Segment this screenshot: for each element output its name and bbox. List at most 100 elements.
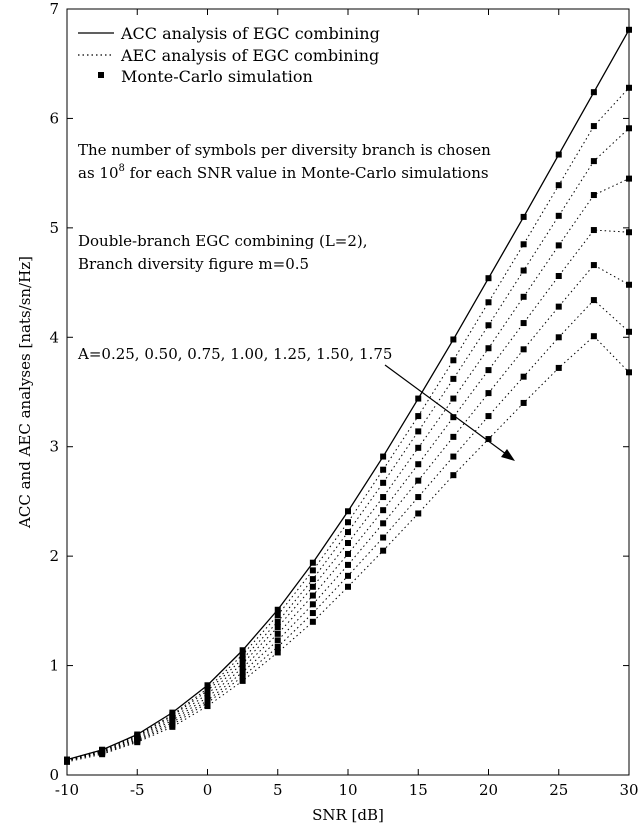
mc-marker bbox=[239, 656, 246, 663]
mc-marker bbox=[450, 395, 457, 402]
mc-marker bbox=[345, 572, 351, 579]
mc-marker bbox=[485, 436, 492, 443]
x-tick-label: 25 bbox=[549, 781, 568, 799]
plot-frame bbox=[66, 8, 630, 776]
mc-marker bbox=[520, 320, 527, 327]
symbols-note-sup: 8 bbox=[119, 163, 125, 174]
mc-marker bbox=[590, 158, 597, 165]
mc-marker bbox=[590, 333, 597, 340]
mc-marker bbox=[134, 739, 141, 746]
mc-marker bbox=[520, 399, 527, 406]
mc-marker bbox=[626, 281, 632, 288]
mc-marker bbox=[590, 89, 597, 96]
mc-marker bbox=[520, 346, 527, 353]
acc-curve bbox=[66, 29, 630, 761]
y-tick-label: 5 bbox=[49, 219, 59, 237]
mc-marker bbox=[520, 213, 527, 220]
legend-acc-label: ACC analysis of EGC combining bbox=[120, 24, 380, 43]
mc-marker bbox=[345, 519, 351, 526]
y-tick-label: 7 bbox=[49, 0, 59, 18]
symbols-note-post: for each SNR value in Monte-Carlo simula… bbox=[125, 164, 489, 182]
mc-marker bbox=[590, 262, 597, 269]
y-tick-label: 2 bbox=[49, 547, 59, 565]
mc-marker bbox=[485, 345, 492, 352]
symbols-note-line1: The number of symbols per diversity bran… bbox=[78, 141, 491, 159]
legend-mc-swatch bbox=[98, 72, 104, 78]
symbols-note-line2: as 108 for each SNR value in Monte-Carlo… bbox=[78, 163, 489, 182]
symbols-note-pre: as 10 bbox=[78, 164, 119, 182]
y-tick-label: 3 bbox=[49, 438, 59, 456]
mc-marker bbox=[345, 508, 351, 515]
mc-marker bbox=[520, 293, 527, 300]
x-tick-label: -5 bbox=[130, 781, 145, 799]
mc-marker bbox=[485, 322, 492, 329]
mc-marker bbox=[626, 369, 632, 376]
mc-marker bbox=[380, 507, 387, 514]
mc-marker bbox=[239, 669, 246, 676]
mc-marker bbox=[239, 664, 246, 671]
mc-marker bbox=[485, 413, 492, 420]
aec-curve bbox=[66, 335, 630, 763]
mc-marker bbox=[345, 583, 351, 590]
legend: ACC analysis of EGC combining AEC analys… bbox=[78, 24, 380, 86]
legend-aec-label: AEC analysis of EGC combining bbox=[120, 46, 379, 65]
mc-marker bbox=[450, 472, 457, 479]
y-tick-label: 1 bbox=[49, 657, 59, 675]
mc-marker bbox=[309, 583, 316, 590]
mc-marker bbox=[626, 26, 632, 33]
curves bbox=[66, 29, 630, 763]
mc-marker bbox=[239, 673, 246, 680]
x-tick-label: 10 bbox=[338, 781, 357, 799]
mc-marker bbox=[520, 267, 527, 274]
mc-marker bbox=[450, 433, 457, 440]
mc-marker bbox=[555, 364, 562, 371]
mc-marker bbox=[309, 592, 316, 599]
plot-area bbox=[66, 8, 630, 776]
mc-marker bbox=[590, 227, 597, 234]
x-tick-label: -10 bbox=[55, 781, 79, 799]
x-tick-label: 30 bbox=[619, 781, 638, 799]
mc-marker bbox=[274, 612, 281, 619]
mc-marker bbox=[450, 375, 457, 382]
mc-marker bbox=[450, 357, 457, 364]
mc-marker bbox=[555, 212, 562, 219]
mc-marker bbox=[555, 182, 562, 189]
x-tick-label: 15 bbox=[409, 781, 428, 799]
mc-marker bbox=[380, 453, 387, 460]
mc-marker bbox=[555, 273, 562, 280]
mc-marker bbox=[380, 494, 387, 501]
mc-marker bbox=[450, 336, 457, 343]
x-tick-label: 20 bbox=[479, 781, 498, 799]
mc-marker bbox=[274, 624, 281, 631]
mc-marker bbox=[415, 510, 422, 517]
mc-marker bbox=[274, 643, 281, 650]
mc-marker bbox=[309, 601, 316, 608]
mc-marker bbox=[520, 373, 527, 380]
mc-marker bbox=[555, 242, 562, 249]
mc-marker bbox=[309, 576, 316, 583]
mc-marker bbox=[204, 682, 211, 689]
mc-marker bbox=[345, 561, 351, 568]
mc-marker bbox=[309, 618, 316, 625]
mc-marker bbox=[380, 547, 387, 554]
mc-marker bbox=[415, 395, 422, 402]
mc-marker bbox=[626, 328, 632, 335]
mc-marker bbox=[345, 550, 351, 557]
mc-marker bbox=[485, 299, 492, 306]
mc-marker bbox=[169, 723, 176, 730]
mc-marker bbox=[380, 534, 387, 541]
y-axis-label: ACC and AEC analyses [nats/sn/Hz] bbox=[16, 256, 34, 529]
mc-marker bbox=[274, 637, 281, 644]
y-tick-label: 6 bbox=[49, 109, 59, 127]
legend-mc-label: Monte-Carlo simulation bbox=[121, 67, 313, 86]
mc-marker bbox=[380, 466, 387, 473]
x-axis-label: SNR [dB] bbox=[312, 806, 384, 824]
mc-marker bbox=[309, 559, 316, 566]
mc-marker bbox=[485, 367, 492, 374]
mc-marker bbox=[204, 703, 211, 710]
mc-marker bbox=[99, 751, 106, 758]
mc-marker bbox=[520, 241, 527, 248]
mc-marker bbox=[64, 758, 70, 765]
mc-marker bbox=[590, 297, 597, 304]
